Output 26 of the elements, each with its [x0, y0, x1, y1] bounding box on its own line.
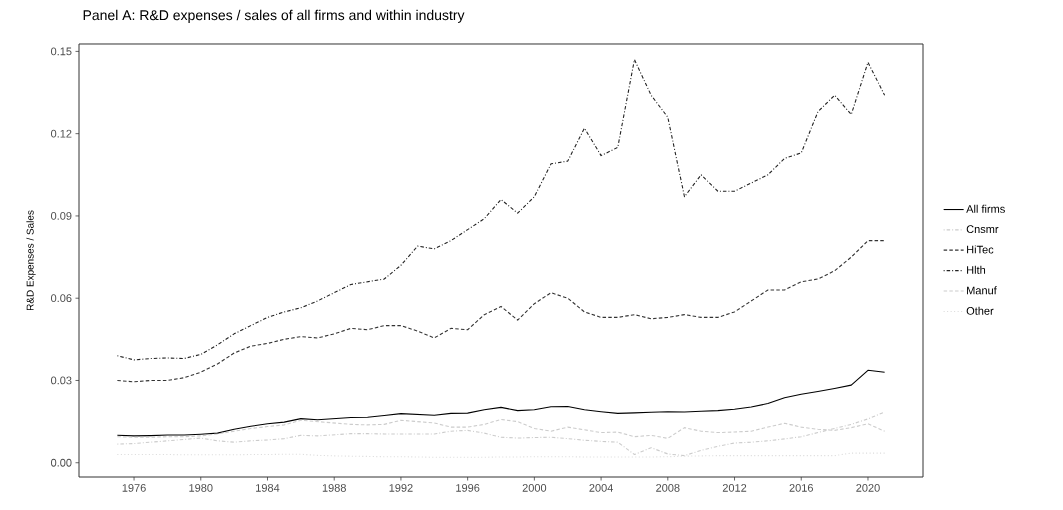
x-tick-label: 2004: [589, 484, 613, 492]
y-tick-label: 0.03: [51, 376, 72, 385]
x-tick-label: 1980: [189, 484, 213, 492]
x-tick-label: 2000: [522, 484, 547, 492]
x-tick-label: 1996: [456, 484, 480, 492]
legend-label: All firms: [966, 204, 1005, 213]
y-tick-label: 0.12: [51, 129, 72, 138]
x-tick-label: 1988: [322, 484, 346, 492]
y-tick-label: 0.15: [51, 47, 72, 56]
x-tick-label: 2016: [789, 484, 813, 492]
legend-label: HiTec: [967, 245, 994, 254]
x-tick-label: 1976: [122, 484, 146, 492]
x-tick-label: 2020: [856, 484, 880, 492]
y-tick-label: 0.09: [51, 212, 72, 220]
x-tick-label: 1992: [389, 484, 413, 492]
y-axis-title: R&D Expenses / Sales: [26, 210, 36, 311]
x-tick-label: 2008: [656, 484, 680, 492]
legend-label: Manuf: [967, 286, 997, 295]
x-tick-label: 2012: [722, 484, 747, 492]
legend-label: Hlth: [967, 265, 986, 274]
legend-label: Other: [966, 306, 994, 315]
chart-title: Panel A: R&D expenses / sales of all firms and within industry: [83, 9, 465, 23]
legend-label: Cnsmr: [966, 225, 999, 234]
y-tick-label: 0.00: [51, 458, 72, 467]
x-tick-label: 1984: [256, 484, 280, 492]
y-tick-label: 0.06: [51, 294, 72, 303]
